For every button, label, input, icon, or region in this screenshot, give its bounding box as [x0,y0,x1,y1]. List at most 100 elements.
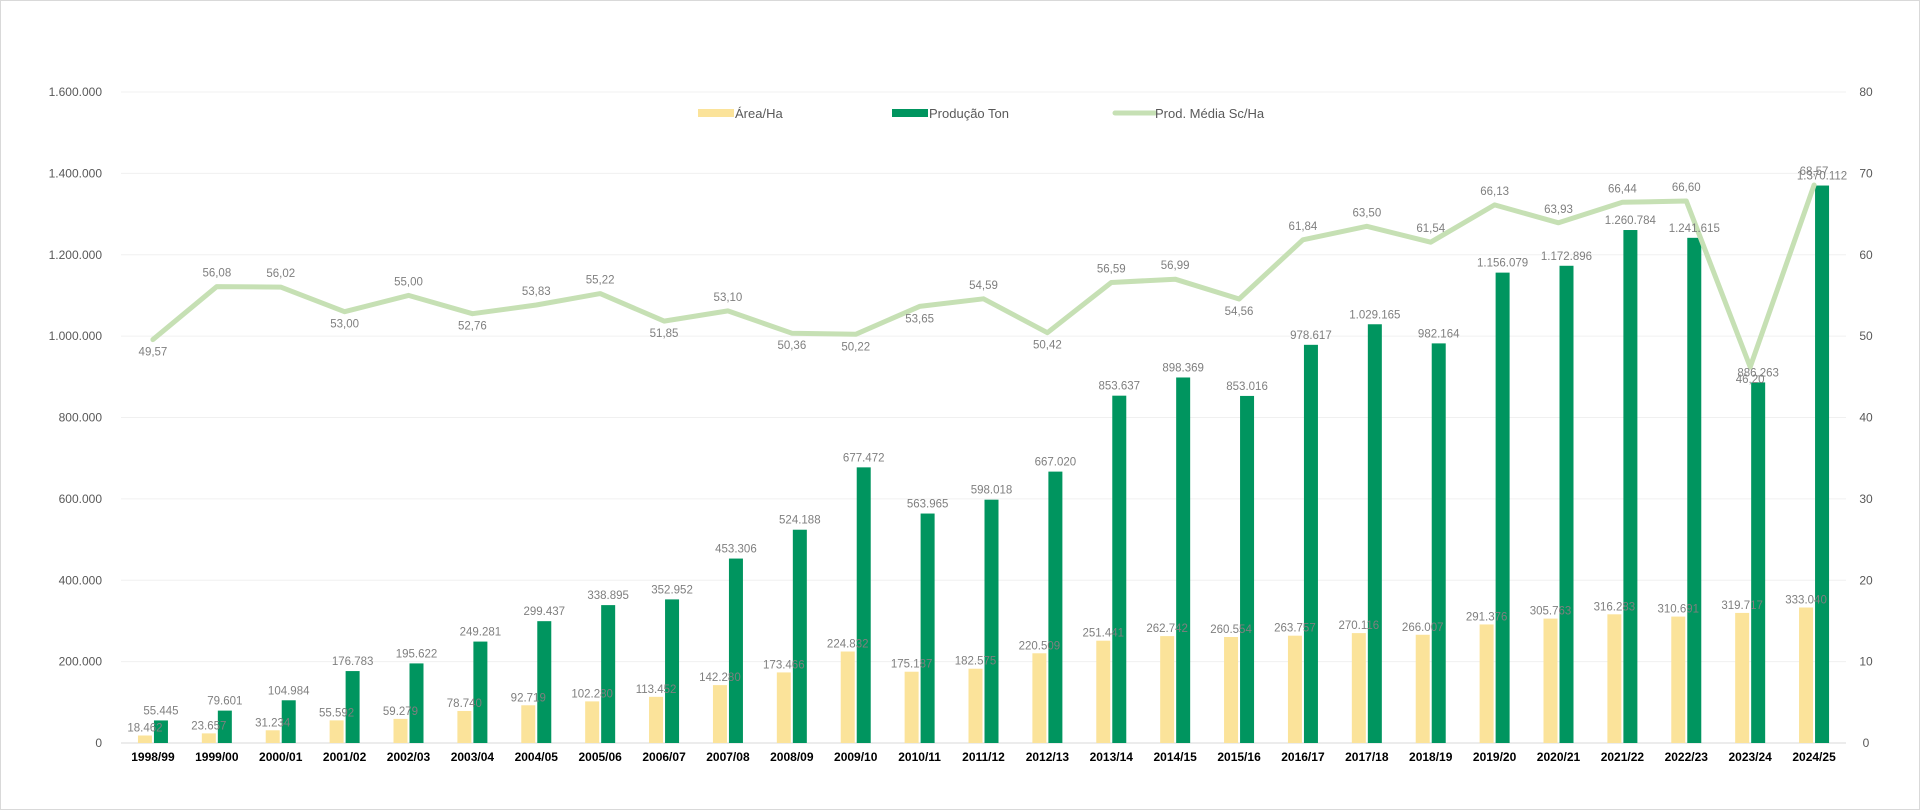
area-bar [968,668,983,743]
area-data-label: 220.509 [1019,640,1061,652]
area-data-label: 262.742 [1146,623,1188,635]
y-left-tick-label: 200.000 [59,655,103,669]
production-data-label: 352.952 [651,584,693,596]
production-bar [1431,343,1446,743]
production-data-label: 886.263 [1737,367,1779,379]
area-bar [265,730,280,743]
production-data-label: 55.445 [143,705,178,717]
avg-productivity-data-label: 51,85 [650,328,679,340]
legend-label: Área/Ha [735,106,783,121]
x-tick-label: 2000/01 [259,750,303,764]
x-tick-label: 2023/24 [1728,750,1772,764]
y-right-tick-label: 10 [1859,655,1873,669]
production-bar [856,467,871,743]
area-data-label: 142.280 [699,672,741,684]
y-left-tick-label: 1.600.000 [49,85,103,99]
area-bar [712,685,727,743]
avg-productivity-data-label: 54,59 [969,280,998,292]
x-tick-label: 2008/09 [770,750,814,764]
y-left-tick-label: 1.000.000 [49,329,103,343]
x-tick-label: 2018/19 [1409,750,1453,764]
area-bar [1032,653,1047,743]
production-data-label: 176.783 [332,656,374,668]
production-data-label: 104.984 [268,685,310,697]
y-right-tick-label: 20 [1859,573,1873,587]
production-bar [537,621,552,743]
area-data-label: 251.441 [1082,628,1124,640]
area-bar [1479,624,1494,743]
area-bar [1351,633,1366,743]
production-bar [1367,324,1382,743]
production-bar [984,499,999,743]
production-data-label: 563.965 [907,499,949,511]
area-bar [1735,612,1750,743]
avg-productivity-data-label: 56,02 [266,268,295,280]
area-data-label: 333.040 [1785,594,1827,606]
area-bar [457,710,472,743]
x-tick-label: 1998/99 [131,750,175,764]
production-bar [281,700,296,743]
x-tick-label: 2019/20 [1473,750,1517,764]
x-tick-label: 2012/13 [1026,750,1070,764]
area-data-label: 78.740 [447,698,482,710]
x-tick-label: 2001/02 [323,750,367,764]
x-tick-label: 2011/12 [962,750,1005,764]
production-data-label: 1.260.784 [1605,215,1657,227]
x-tick-label: 2009/10 [834,750,878,764]
avg-productivity-data-label: 55,22 [586,275,615,287]
y-right-tick-label: 70 [1859,166,1873,180]
production-data-label: 667.020 [1035,457,1077,469]
avg-productivity-data-label: 50,42 [1033,340,1062,352]
area-data-label: 173.466 [763,659,805,671]
area-data-label: 23.657 [191,720,226,732]
avg-productivity-data-label: 55,00 [394,276,423,288]
avg-productivity-data-label: 61,54 [1416,223,1445,235]
avg-productivity-data-label: 53,83 [522,286,551,298]
production-bar [1303,344,1318,743]
avg-productivity-data-label: 66,60 [1672,182,1701,194]
production-data-label: 677.472 [843,452,885,464]
production-data-label: 453.306 [715,544,757,556]
production-bar [1495,272,1510,743]
x-tick-label: 2002/03 [387,750,431,764]
area-data-label: 266.007 [1402,622,1444,634]
area-bar [1799,607,1814,743]
avg-productivity-data-label: 66,44 [1608,183,1637,195]
avg-productivity-data-label: 53,10 [714,292,743,304]
avg-productivity-line [150,182,1817,370]
legend-swatch [892,109,928,117]
x-tick-label: 2020/21 [1537,750,1581,764]
area-bar [1160,636,1175,743]
area-data-label: 113.452 [636,684,677,696]
production-data-label: 1.029.165 [1349,309,1400,321]
production-bar [1687,237,1702,743]
area-bar [1543,618,1558,743]
y-left-tick-label: 400.000 [59,573,103,587]
legend-label: Prod. Média Sc/Ha [1155,106,1265,121]
area-bar [137,735,152,743]
area-data-label: 316.283 [1594,601,1636,613]
production-bar [920,513,935,743]
legend-label: Produção Ton [929,106,1009,121]
avg-productivity-data-label: 56,99 [1161,260,1190,272]
avg-productivity-data-label: 68,57 [1800,166,1829,178]
production-data-label: 195.622 [396,648,438,660]
production-data-label: 853.016 [1226,381,1268,393]
production-data-label: 853.637 [1098,381,1140,393]
production-bar [1048,471,1063,743]
production-bar [792,529,807,743]
area-bar [585,701,600,743]
production-data-label: 1.370.112 [1797,171,1847,183]
avg-productivity-data-label: 63,93 [1544,204,1573,216]
area-data-label: 31.234 [255,717,291,729]
production-bar [409,663,424,743]
area-bar [840,651,855,743]
production-data-label: 1.172.896 [1541,251,1592,263]
production-bar [217,710,232,743]
y-right-tick-label: 50 [1859,329,1873,343]
production-data-label: 898.369 [1162,362,1204,374]
area-bar [201,733,216,743]
x-tick-label: 2017/18 [1345,750,1389,764]
area-bar [329,720,344,743]
